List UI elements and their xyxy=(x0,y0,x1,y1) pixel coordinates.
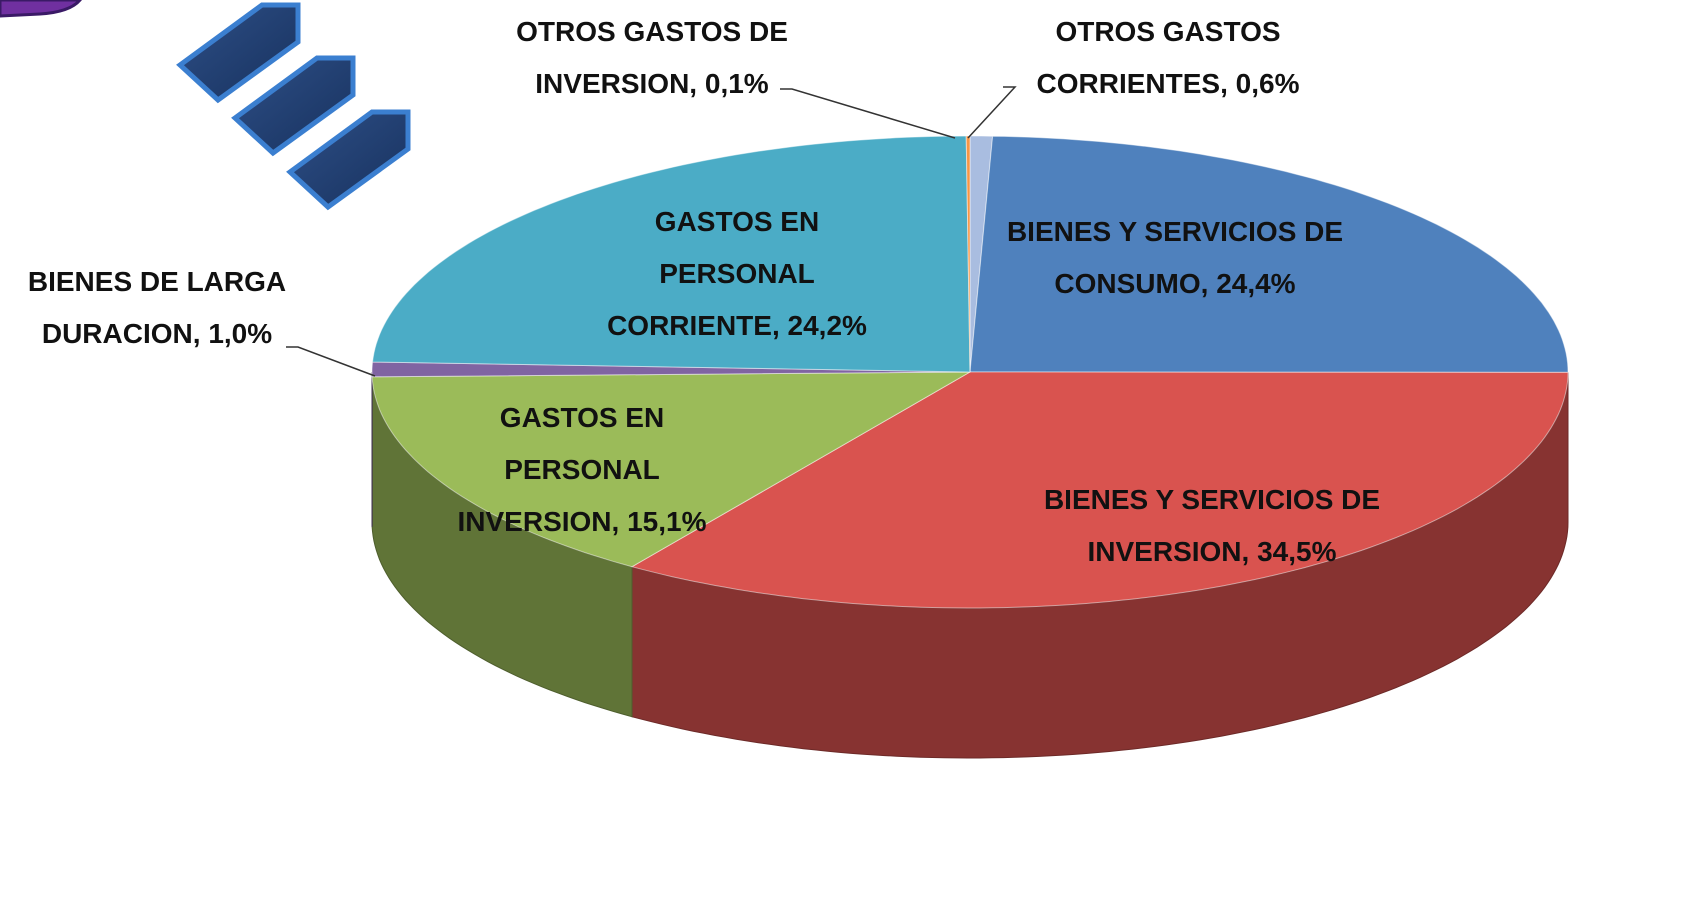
label-box: OTROS GASTOS CORRIENTES, 0,6% xyxy=(1003,6,1333,110)
value-label: 24,2% xyxy=(788,310,867,341)
value-label: 0,1% xyxy=(705,68,769,99)
value-label: 0,6% xyxy=(1236,68,1300,99)
label-box: BIENES DE LARGA DURACION, 1,0% xyxy=(0,256,317,360)
page: OTROS GASTOS CORRIENTES, 0,6% BIENES Y SE… xyxy=(0,0,1707,922)
label-box: BIENES Y SERVICIOS DE INVERSION, 34,5% xyxy=(1032,474,1392,578)
data-label: BIENES Y SERVICIOS DE INVERSION, 34,5% xyxy=(1032,474,1392,644)
value-label: 15,1% xyxy=(627,506,706,537)
data-label: GASTOS EN PERSONAL CORRIENTE, 24,2% xyxy=(577,196,897,366)
label-box: GASTOS EN PERSONAL CORRIENTE, 24,2% xyxy=(577,196,897,352)
label-box: BIENES Y SERVICIOS DE CONSUMO, 24,4% xyxy=(995,206,1355,310)
data-label: OTROS GASTOS CORRIENTES, 0,6% xyxy=(1003,6,1333,176)
data-label: BIENES Y SERVICIOS DE CONSUMO, 24,4% xyxy=(995,206,1355,376)
chart: OTROS GASTOS CORRIENTES, 0,6% BIENES Y SE… xyxy=(0,0,1707,922)
data-label: OTROS GASTOS DE INVERSION, 0,1% xyxy=(482,6,822,176)
value-label: 24,4% xyxy=(1216,268,1295,299)
label-box: GASTOS EN PERSONAL INVERSION, 15,1% xyxy=(432,392,732,548)
label-box: OTROS GASTOS DE INVERSION, 0,1% xyxy=(482,6,822,110)
chevrons xyxy=(180,5,408,207)
data-label: GASTOS EN PERSONAL INVERSION, 15,1% xyxy=(432,392,732,562)
value-label: 1,0% xyxy=(208,318,272,349)
corner-shape xyxy=(0,0,80,16)
data-label: BIENES DE LARGA DURACION, 1,0% xyxy=(0,256,317,426)
value-label: 34,5% xyxy=(1257,536,1336,567)
